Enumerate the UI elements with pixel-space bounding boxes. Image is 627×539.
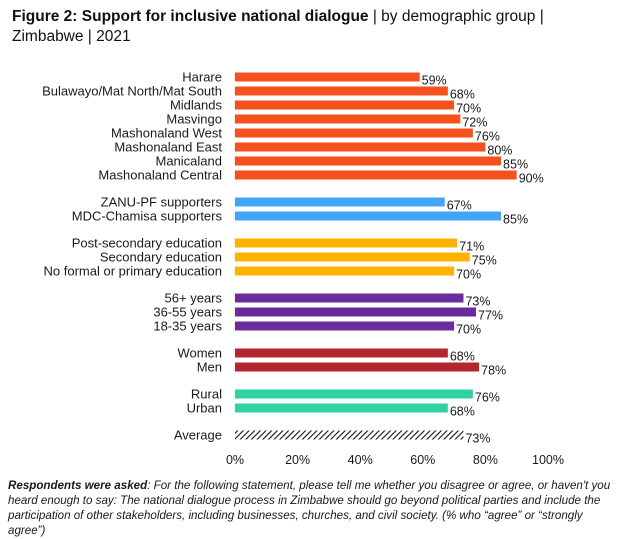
value-label: 73%	[465, 295, 490, 309]
category-label: No formal or primary education	[44, 264, 222, 279]
bar	[235, 389, 473, 399]
bar	[235, 348, 448, 358]
value-label: 85%	[503, 158, 528, 172]
bar	[235, 293, 464, 303]
survey-note-text: : For the following statement, please te…	[8, 479, 611, 537]
bar	[235, 128, 473, 138]
bar	[235, 114, 461, 124]
value-label: 80%	[487, 144, 512, 158]
bar	[235, 72, 420, 82]
chart-title-rest: | by demographic group | Zimbabwe | 2021	[12, 8, 544, 45]
bar	[235, 238, 458, 248]
chart-title-main: Figure 2: Support for inclusive national…	[12, 8, 369, 25]
bar	[235, 307, 477, 317]
category-label: Bulawayo/Mat North/Mat South	[42, 84, 222, 99]
value-label: 76%	[475, 130, 500, 144]
category-label: Manicaland	[156, 154, 223, 169]
category-label: Average	[174, 428, 222, 443]
bar-chart: Harare 59% Bulawayo/Mat North/Mat South 68%…	[42, 70, 564, 468]
bar	[235, 430, 464, 440]
value-label: 68%	[450, 350, 475, 364]
category-label: 36-55 years	[153, 305, 222, 320]
x-tick-label: 40%	[348, 453, 373, 467]
bar	[235, 197, 445, 207]
value-label: 72%	[462, 116, 487, 130]
x-tick-label: 0%	[226, 453, 244, 467]
category-label: Mashonaland West	[111, 126, 222, 141]
bar	[235, 403, 448, 413]
value-label: 68%	[450, 88, 475, 102]
bar	[235, 266, 455, 276]
category-label: Post-secondary education	[72, 236, 222, 251]
value-label: 85%	[503, 213, 528, 227]
value-label: 70%	[456, 268, 481, 282]
category-label: 18-35 years	[153, 319, 222, 334]
value-label: 78%	[481, 364, 506, 378]
plot-area: Harare 59% Bulawayo/Mat North/Mat South 68%…	[42, 70, 564, 468]
x-tick-label: 80%	[473, 453, 498, 467]
value-label: 77%	[478, 309, 503, 323]
survey-note-lead: Respondents were asked	[8, 479, 148, 492]
category-label: Mashonaland Central	[98, 168, 222, 183]
category-label: Masvingo	[166, 112, 222, 127]
category-label: Urban	[187, 401, 222, 416]
category-label: Rural	[191, 387, 222, 402]
value-label: 73%	[465, 432, 490, 446]
category-label: 56+ years	[165, 291, 223, 306]
category-label: Men	[197, 360, 222, 375]
bar	[235, 211, 502, 221]
value-label: 76%	[475, 391, 500, 405]
value-label: 70%	[456, 102, 481, 116]
value-label: 70%	[456, 323, 481, 337]
category-label: MDC-Chamisa supporters	[72, 209, 223, 224]
bar	[235, 142, 486, 152]
bar	[235, 156, 502, 166]
bar	[235, 362, 480, 372]
survey-note: Respondents were asked: For the followin…	[8, 478, 620, 538]
bar	[235, 252, 470, 262]
bar	[235, 170, 517, 180]
category-label: Midlands	[170, 98, 223, 113]
value-label: 90%	[519, 172, 544, 186]
value-label: 71%	[459, 240, 484, 254]
value-label: 67%	[447, 199, 472, 213]
category-label: Harare	[182, 70, 222, 85]
category-label: ZANU-PF supporters	[101, 195, 223, 210]
x-tick-label: 20%	[285, 453, 310, 467]
chart-title: Figure 2: Support for inclusive national…	[12, 7, 612, 47]
bar	[235, 86, 448, 96]
category-label: Women	[177, 346, 222, 361]
value-label: 59%	[422, 74, 447, 88]
bar	[235, 100, 455, 110]
value-label: 75%	[472, 254, 497, 268]
category-label: Secondary education	[100, 250, 222, 265]
bar	[235, 321, 455, 331]
value-label: 68%	[450, 405, 475, 419]
x-tick-label: 60%	[410, 453, 435, 467]
category-label: Mashonaland East	[114, 140, 222, 155]
x-tick-label: 100%	[532, 453, 564, 467]
